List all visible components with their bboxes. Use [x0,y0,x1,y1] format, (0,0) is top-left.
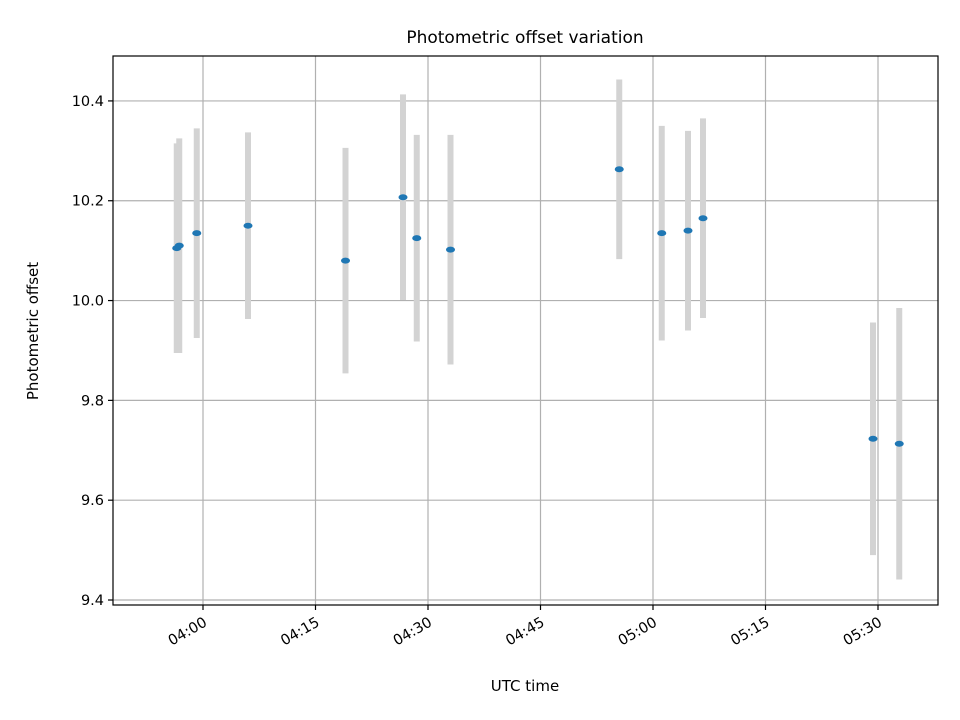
data-point [868,435,878,442]
data-point [192,230,202,237]
data-point [894,440,904,447]
plot-frame [112,55,939,606]
data-point [683,227,693,234]
data-point [614,166,624,173]
data-point [243,222,253,229]
y-axis-label: Photometric offset [24,262,42,400]
point-layer [172,166,904,447]
y-tick-label: 10.0 [72,294,104,310]
data-point [398,194,408,201]
x-axis-label: UTC time [491,677,559,695]
data-point [412,235,422,242]
y-tick-label: 10.4 [72,94,104,110]
data-point [341,257,350,264]
data-point [698,215,708,222]
data-point [657,230,667,237]
data-point [174,242,184,249]
chart-title: Photometric offset variation [406,28,643,48]
y-tick-label: 10.2 [72,194,104,210]
y-tick-label: 9.8 [81,393,104,409]
y-tick-label: 9.6 [81,493,104,509]
data-point [446,246,455,253]
y-tick-label: 9.4 [81,593,104,609]
